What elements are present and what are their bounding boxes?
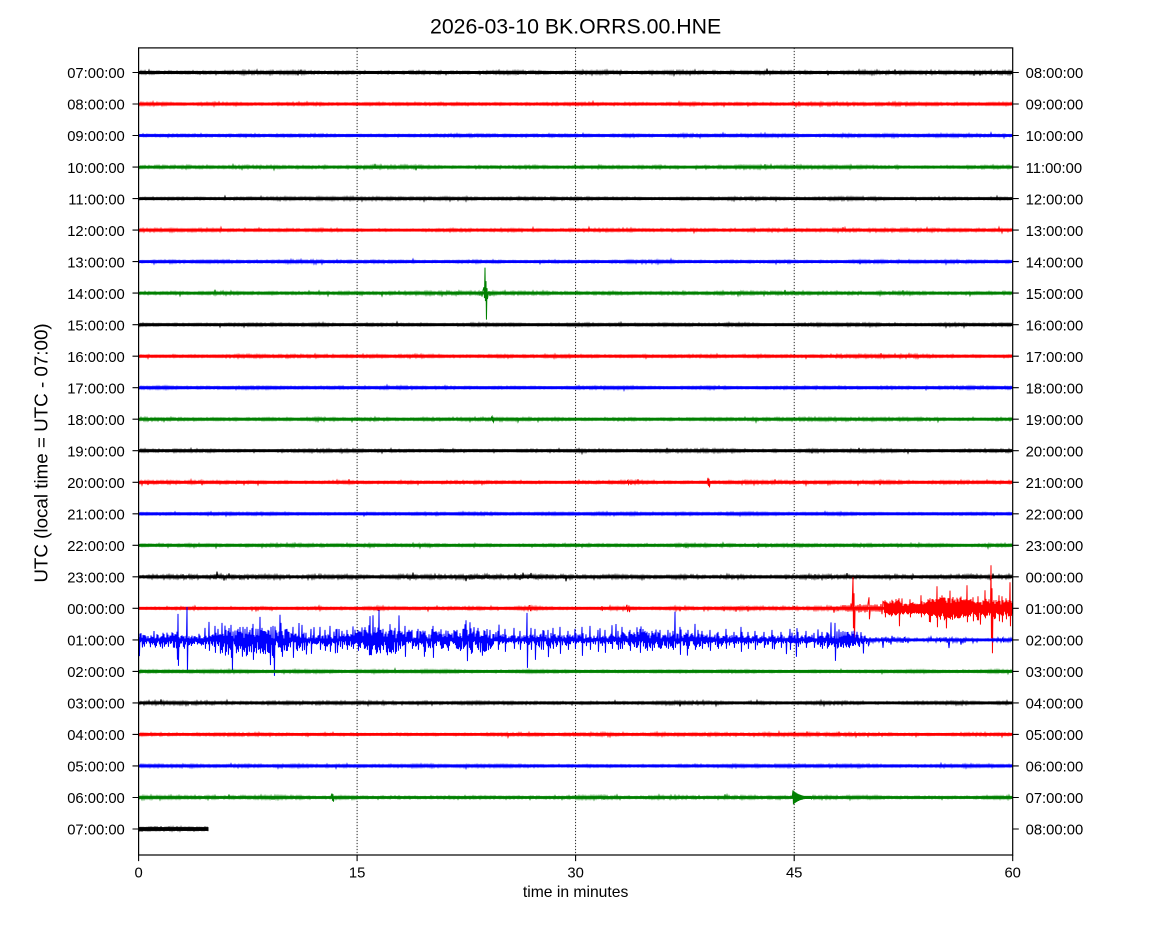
svg-text:02:00:00: 02:00:00 bbox=[67, 665, 125, 681]
svg-text:20:00:00: 20:00:00 bbox=[67, 476, 125, 492]
svg-text:14:00:00: 14:00:00 bbox=[67, 287, 125, 303]
svg-text:00:00:00: 00:00:00 bbox=[1026, 571, 1084, 587]
svg-text:05:00:00: 05:00:00 bbox=[67, 760, 125, 776]
svg-text:16:00:00: 16:00:00 bbox=[1026, 318, 1084, 334]
svg-text:06:00:00: 06:00:00 bbox=[67, 791, 125, 807]
svg-text:0: 0 bbox=[134, 866, 142, 882]
svg-text:07:00:00: 07:00:00 bbox=[67, 823, 125, 839]
svg-text:UTC (local time = UTC - 07:00): UTC (local time = UTC - 07:00) bbox=[31, 323, 52, 582]
svg-text:06:00:00: 06:00:00 bbox=[1026, 760, 1084, 776]
svg-text:05:00:00: 05:00:00 bbox=[1026, 728, 1084, 744]
svg-text:13:00:00: 13:00:00 bbox=[67, 255, 125, 271]
svg-text:17:00:00: 17:00:00 bbox=[67, 381, 125, 397]
svg-text:07:00:00: 07:00:00 bbox=[67, 66, 125, 82]
svg-text:45: 45 bbox=[786, 866, 802, 882]
svg-text:13:00:00: 13:00:00 bbox=[1026, 224, 1084, 240]
svg-text:09:00:00: 09:00:00 bbox=[1026, 98, 1084, 114]
svg-text:09:00:00: 09:00:00 bbox=[67, 129, 125, 145]
svg-text:19:00:00: 19:00:00 bbox=[1026, 413, 1084, 429]
svg-text:08:00:00: 08:00:00 bbox=[1026, 823, 1084, 839]
svg-text:12:00:00: 12:00:00 bbox=[67, 224, 125, 240]
svg-text:08:00:00: 08:00:00 bbox=[1026, 66, 1084, 82]
svg-text:16:00:00: 16:00:00 bbox=[67, 350, 125, 366]
svg-text:12:00:00: 12:00:00 bbox=[1026, 192, 1084, 208]
svg-text:08:00:00: 08:00:00 bbox=[67, 98, 125, 114]
svg-text:21:00:00: 21:00:00 bbox=[67, 508, 125, 524]
svg-text:15:00:00: 15:00:00 bbox=[67, 318, 125, 334]
svg-text:22:00:00: 22:00:00 bbox=[67, 539, 125, 555]
svg-text:15: 15 bbox=[349, 866, 365, 882]
svg-text:21:00:00: 21:00:00 bbox=[1026, 476, 1084, 492]
svg-text:03:00:00: 03:00:00 bbox=[67, 697, 125, 713]
svg-text:18:00:00: 18:00:00 bbox=[1026, 381, 1084, 397]
svg-text:18:00:00: 18:00:00 bbox=[67, 413, 125, 429]
svg-text:03:00:00: 03:00:00 bbox=[1026, 665, 1084, 681]
svg-text:15:00:00: 15:00:00 bbox=[1026, 287, 1084, 303]
svg-text:10:00:00: 10:00:00 bbox=[1026, 129, 1084, 145]
svg-text:17:00:00: 17:00:00 bbox=[1026, 350, 1084, 366]
svg-text:23:00:00: 23:00:00 bbox=[67, 571, 125, 587]
svg-text:20:00:00: 20:00:00 bbox=[1026, 444, 1084, 460]
svg-text:30: 30 bbox=[567, 866, 583, 882]
svg-text:04:00:00: 04:00:00 bbox=[67, 728, 125, 744]
svg-text:19:00:00: 19:00:00 bbox=[67, 444, 125, 460]
svg-text:11:00:00: 11:00:00 bbox=[1026, 161, 1083, 177]
svg-text:60: 60 bbox=[1004, 866, 1020, 882]
svg-text:11:00:00: 11:00:00 bbox=[68, 192, 125, 208]
svg-text:10:00:00: 10:00:00 bbox=[67, 161, 125, 177]
svg-text:02:00:00: 02:00:00 bbox=[1026, 634, 1084, 650]
svg-text:07:00:00: 07:00:00 bbox=[1026, 791, 1084, 807]
svg-text:04:00:00: 04:00:00 bbox=[1026, 697, 1084, 713]
svg-text:time in minutes: time in minutes bbox=[523, 884, 629, 901]
svg-text:23:00:00: 23:00:00 bbox=[1026, 539, 1084, 555]
svg-text:14:00:00: 14:00:00 bbox=[1026, 255, 1084, 271]
svg-text:00:00:00: 00:00:00 bbox=[67, 602, 125, 618]
svg-text:01:00:00: 01:00:00 bbox=[67, 634, 125, 650]
svg-text:2026-03-10 BK.ORRS.00.HNE: 2026-03-10 BK.ORRS.00.HNE bbox=[430, 15, 721, 39]
svg-text:01:00:00: 01:00:00 bbox=[1026, 602, 1084, 618]
svg-text:22:00:00: 22:00:00 bbox=[1026, 508, 1084, 524]
